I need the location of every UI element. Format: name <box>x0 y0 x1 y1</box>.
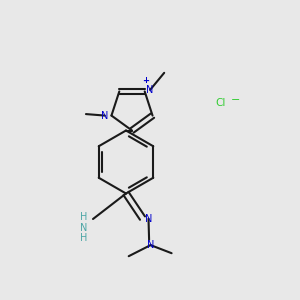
Text: H: H <box>80 232 88 243</box>
Text: N: N <box>147 240 154 250</box>
Text: −: − <box>231 95 240 106</box>
Text: H: H <box>80 212 88 223</box>
Text: N: N <box>101 111 109 121</box>
Text: Cl: Cl <box>215 98 226 109</box>
Text: N: N <box>146 85 154 95</box>
Text: N: N <box>80 223 88 233</box>
Text: +: + <box>142 76 149 85</box>
Text: N: N <box>145 214 152 224</box>
